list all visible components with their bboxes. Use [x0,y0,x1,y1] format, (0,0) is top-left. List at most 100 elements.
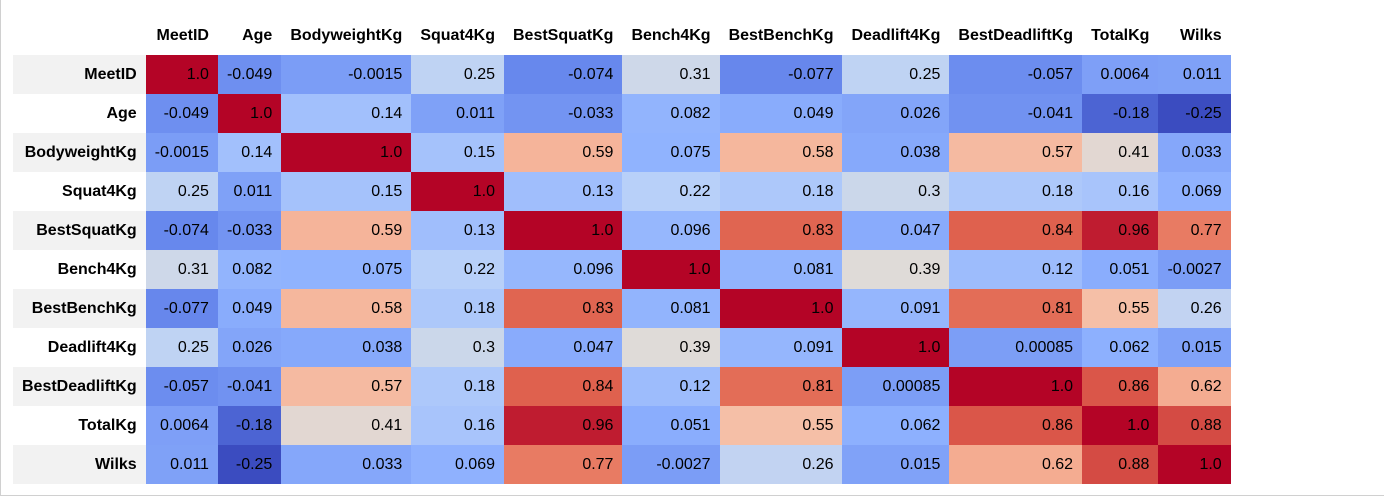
heatmap-cell: 1.0 [411,172,504,211]
heatmap-cell: 0.015 [842,445,950,484]
heatmap-cell: -0.0015 [145,133,218,172]
row-header: BestDeadliftKg [13,367,146,406]
row-header: Deadlift4Kg [13,328,146,367]
heatmap-cell: 0.038 [842,133,950,172]
row-header: TotalKg [13,406,146,445]
heatmap-cell: 0.0064 [145,406,218,445]
heatmap-cell: -0.18 [217,406,282,445]
heatmap-cell: 0.55 [1082,289,1159,328]
heatmap-cell: 0.033 [281,445,412,484]
table-row: Wilks 0.011 -0.25 0.033 0.069 0.77 -0.0027 0.26… [13,445,1231,484]
heatmap-cell: 0.88 [1082,445,1159,484]
heatmap-cell: 0.18 [411,367,504,406]
heatmap-cell: 0.18 [719,172,843,211]
heatmap-cell: -0.0015 [281,55,412,94]
heatmap-cell: 1.0 [504,211,623,250]
column-header: Wilks [1158,17,1231,55]
heatmap-cell: 0.86 [1082,367,1159,406]
heatmap-cell: 0.062 [1082,328,1159,367]
heatmap-cell: 0.033 [1158,133,1231,172]
heatmap-cell: 0.81 [949,289,1083,328]
row-header: Age [13,94,146,133]
heatmap-cell: 0.3 [842,172,950,211]
heatmap-cell: 0.57 [281,367,412,406]
heatmap-cell: 0.22 [411,250,504,289]
heatmap-cell: 1.0 [719,289,843,328]
table-row: MeetID 1.0 -0.049 -0.0015 0.25 -0.074 0.31 -0.0… [13,55,1231,94]
table-body: MeetID 1.0 -0.049 -0.0015 0.25 -0.074 0.31 -0.0… [13,55,1231,484]
heatmap-cell: 1.0 [145,55,218,94]
heatmap-cell: 0.069 [411,445,504,484]
table-row: BestSquatKg -0.074 -0.033 0.59 0.13 1.0 0.096 0… [13,211,1231,250]
heatmap-cell: 0.25 [411,55,504,94]
heatmap-cell: 0.83 [504,289,623,328]
heatmap-cell: 0.88 [1158,406,1231,445]
heatmap-cell: 0.051 [622,406,720,445]
heatmap-cell: -0.049 [217,55,282,94]
heatmap-cell: 0.082 [217,250,282,289]
row-header: Wilks [13,445,146,484]
column-header: BodyweightKg [281,17,412,55]
heatmap-cell: 1.0 [1082,406,1159,445]
heatmap-cell: 0.59 [281,211,412,250]
heatmap-cell: 0.062 [842,406,950,445]
header-row: MeetID Age BodyweightKg Squat4Kg BestSquatKg… [13,17,1231,55]
heatmap-cell: 0.96 [1082,211,1159,250]
heatmap-cell: 0.25 [145,172,218,211]
heatmap-cell: 0.091 [719,328,843,367]
heatmap-cell: 0.57 [949,133,1083,172]
heatmap-cell: 0.86 [949,406,1083,445]
heatmap-cell: 0.15 [281,172,412,211]
row-header: BodyweightKg [13,133,146,172]
heatmap-cell: 0.26 [719,445,843,484]
heatmap-cell: 0.62 [949,445,1083,484]
heatmap-cell: 0.12 [949,250,1083,289]
heatmap-cell: -0.25 [1158,94,1231,133]
heatmap-cell: -0.074 [504,55,623,94]
heatmap-cell: 0.075 [622,133,720,172]
table-row: TotalKg 0.0064 -0.18 0.41 0.16 0.96 0.051 0.55 0… [13,406,1231,445]
table-row: BestDeadliftKg -0.057 -0.041 0.57 0.18 0.84 0.… [13,367,1231,406]
correlation-table: MeetID Age BodyweightKg Squat4Kg BestSquatKg… [13,17,1231,484]
heatmap-cell: 1.0 [217,94,282,133]
heatmap-cell: 0.77 [504,445,623,484]
heatmap-cell: 0.15 [411,133,504,172]
heatmap-cell: 0.16 [411,406,504,445]
heatmap-cell: 1.0 [281,133,412,172]
heatmap-cell: 0.58 [719,133,843,172]
heatmap-cell: 0.58 [281,289,412,328]
heatmap-cell: 0.047 [504,328,623,367]
heatmap-cell: 0.049 [719,94,843,133]
heatmap-cell: 0.038 [281,328,412,367]
heatmap-cell: 0.59 [504,133,623,172]
heatmap-cell: 0.81 [719,367,843,406]
row-header: Squat4Kg [13,172,146,211]
heatmap-cell: 0.39 [622,328,720,367]
column-header: MeetID [145,17,218,55]
heatmap-cell: 0.96 [504,406,623,445]
column-header: Deadlift4Kg [842,17,950,55]
heatmap-cell: 0.77 [1158,211,1231,250]
heatmap-cell: 0.011 [145,445,218,484]
heatmap-cell: 0.011 [1158,55,1231,94]
heatmap-cell: 0.31 [145,250,218,289]
heatmap-cell: -0.0027 [1158,250,1231,289]
table-row: BestBenchKg -0.077 0.049 0.58 0.18 0.83 0.081 1… [13,289,1231,328]
heatmap-cell: 0.082 [622,94,720,133]
heatmap-cell: 0.011 [411,94,504,133]
column-header: BestSquatKg [504,17,623,55]
heatmap-cell: -0.077 [719,55,843,94]
table-row: BodyweightKg -0.0015 0.14 1.0 0.15 0.59 0.075 0… [13,133,1231,172]
heatmap-cell: 0.069 [1158,172,1231,211]
heatmap-cell: 0.84 [949,211,1083,250]
heatmap-cell: 0.55 [719,406,843,445]
heatmap-cell: 1.0 [949,367,1083,406]
heatmap-cell: 0.84 [504,367,623,406]
row-header: Bench4Kg [13,250,146,289]
heatmap-cell: 0.22 [622,172,720,211]
table-row: Bench4Kg 0.31 0.082 0.075 0.22 0.096 1.0 0.081 0… [13,250,1231,289]
heatmap-cell: 0.0064 [1082,55,1159,94]
heatmap-cell: -0.057 [145,367,218,406]
heatmap-cell: 0.25 [145,328,218,367]
heatmap-cell: 0.18 [411,289,504,328]
